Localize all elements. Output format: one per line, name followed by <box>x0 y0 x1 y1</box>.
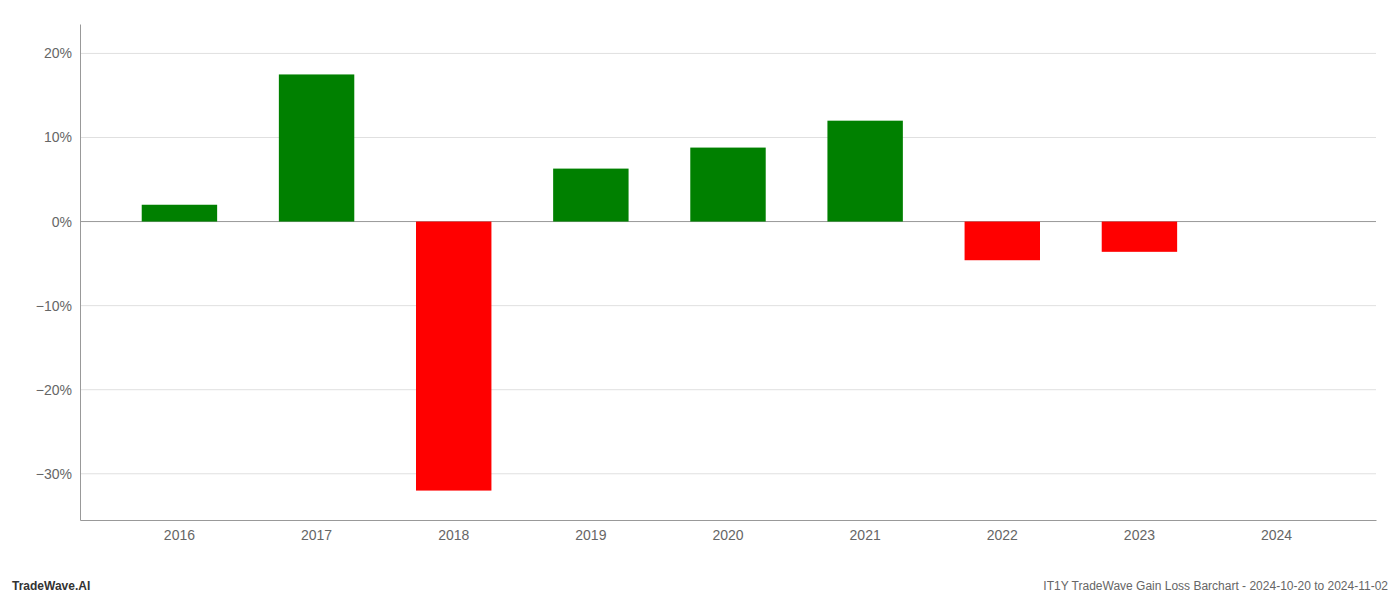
y-tick-label: 10% <box>44 129 72 145</box>
bar <box>827 121 902 222</box>
x-tick: 2022 <box>987 520 1018 543</box>
footer: TradeWave.AI IT1Y TradeWave Gain Loss Bar… <box>12 579 1388 593</box>
x-tick-label: 2022 <box>987 527 1018 543</box>
x-tick-label: 2023 <box>1124 527 1155 543</box>
y-axis-line <box>80 25 81 521</box>
y-tick-label: −10% <box>36 298 72 314</box>
x-tick: 2021 <box>850 520 881 543</box>
x-axis-line <box>81 520 1377 521</box>
grid-line <box>80 53 1376 54</box>
x-tick-label: 2017 <box>301 527 332 543</box>
bar <box>1239 221 1314 222</box>
x-tick-label: 2020 <box>712 527 743 543</box>
grid-line <box>80 473 1376 474</box>
y-tick: −20% <box>36 382 80 398</box>
x-axis: 2016 2017 2018 2019 2020 2021 2022 2023 2024 <box>81 520 1377 543</box>
x-tick-label: 2016 <box>164 527 195 543</box>
chart-container: −30% −20% −10% 0% 10% 20% 2016 2017 2018 2019 2020… <box>0 0 1400 600</box>
bar <box>690 148 765 222</box>
bars <box>142 74 1177 490</box>
y-tick-label: −20% <box>36 382 72 398</box>
footer-right: IT1Y TradeWave Gain Loss Barchart - 2024… <box>1043 579 1388 593</box>
x-tick: 2024 <box>1261 520 1292 543</box>
x-tick: 2023 <box>1124 520 1155 543</box>
x-tick-label: 2021 <box>850 527 881 543</box>
y-tick-label: 0% <box>52 214 72 230</box>
bar <box>416 222 491 491</box>
bar <box>1102 222 1177 252</box>
x-tick-label: 2024 <box>1261 527 1292 543</box>
y-tick-label: 20% <box>44 45 72 61</box>
grid <box>80 53 1376 473</box>
x-tick-label: 2019 <box>575 527 606 543</box>
y-tick: −30% <box>36 466 80 482</box>
y-tick: 10% <box>44 129 80 145</box>
x-tick-label: 2018 <box>438 527 469 543</box>
x-tick: 2017 <box>301 520 332 543</box>
grid-line <box>80 305 1376 306</box>
bar <box>142 205 217 222</box>
y-tick: 0% <box>52 214 80 230</box>
y-tick: −10% <box>36 298 80 314</box>
chart: −30% −20% −10% 0% 10% 20% 2016 2017 2018 2019 2020… <box>0 0 1400 600</box>
grid-line <box>80 389 1376 390</box>
bar <box>553 169 628 222</box>
x-tick: 2019 <box>575 520 606 543</box>
bar <box>965 222 1040 261</box>
x-tick: 2016 <box>164 520 195 543</box>
bar <box>279 74 354 221</box>
x-tick: 2020 <box>712 520 743 543</box>
grid-line <box>80 137 1376 138</box>
y-tick-label: −30% <box>36 466 72 482</box>
footer-left: TradeWave.AI <box>12 579 90 593</box>
y-axis: −30% −20% −10% 0% 10% 20% <box>36 25 81 521</box>
x-tick: 2018 <box>438 520 469 543</box>
y-tick: 20% <box>44 45 80 61</box>
